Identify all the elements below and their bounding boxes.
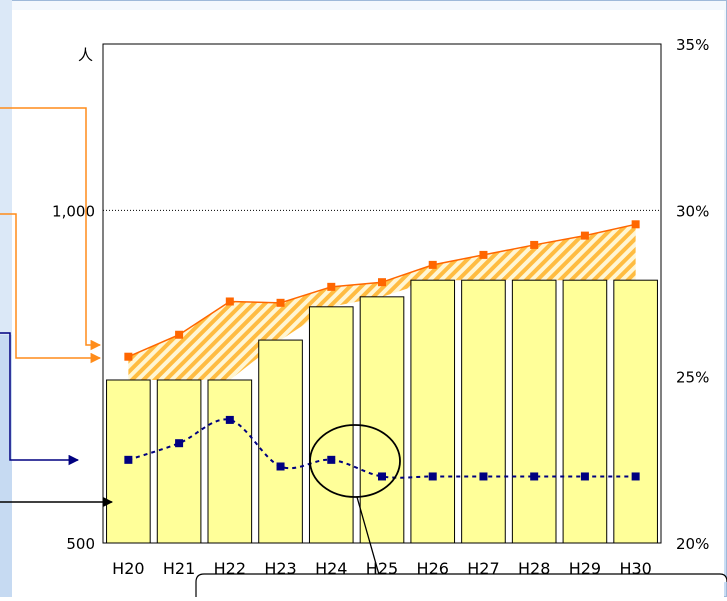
x-tick-label-H28: H28	[518, 559, 550, 578]
left-tick-label-0: 500	[66, 535, 95, 553]
navy-point-H23	[276, 462, 285, 471]
navy-point-H29	[580, 472, 589, 481]
orange-point-H29	[580, 231, 589, 240]
navy-point-H20	[124, 455, 133, 464]
bar-H30	[613, 279, 658, 544]
orange-point-H30	[631, 220, 640, 229]
orange-callout-arrow-upper	[0, 107, 102, 351]
navy-point-H28	[530, 472, 539, 481]
bar-H21	[156, 379, 202, 544]
orange-point-H21	[175, 330, 184, 339]
bar-H26	[410, 279, 456, 544]
navy-callout-arrow	[0, 332, 80, 466]
navy-point-H22	[225, 415, 234, 424]
bar-H22	[207, 379, 253, 544]
bar-H23	[258, 339, 303, 544]
orange-point-H25	[378, 278, 386, 287]
orange-point-H26	[428, 260, 437, 269]
bar-H28	[511, 279, 557, 544]
bar-H27	[461, 279, 506, 544]
bar-H25	[359, 296, 405, 544]
x-tick-label-H23: H23	[264, 559, 296, 578]
right-tick-label-2: 30%	[676, 202, 709, 220]
x-tick-label-H21: H21	[163, 559, 195, 578]
line-series-navy	[128, 418, 636, 479]
x-tick-label-H30: H30	[619, 559, 651, 578]
x-tick-label-H27: H27	[467, 559, 499, 578]
left-axis-unit: 人	[78, 46, 93, 64]
navy-point-H21	[175, 439, 184, 448]
x-tick-label-H25: H25	[366, 559, 398, 578]
left-tick-label-1: 1,000	[52, 202, 95, 220]
bar-H29	[562, 279, 608, 544]
plot-area: 人 500 1,000 20% 25% 30% 35% H20 H21 H22 H23 H24 H25 H…	[52, 36, 709, 578]
orange-point-H22	[225, 297, 234, 306]
x-tick-label-H20: H20	[112, 559, 144, 578]
x-tick-label-H22: H22	[214, 559, 246, 578]
legend-strip-lower	[0, 335, 12, 597]
orange-point-H27	[479, 250, 488, 259]
orange-point-H20	[124, 352, 133, 361]
gap-hatch	[128, 224, 636, 380]
note-box	[195, 573, 727, 597]
navy-point-H27	[479, 472, 488, 481]
orange-point-H23	[276, 298, 285, 307]
navy-point-H25	[378, 472, 386, 481]
right-tick-label-1: 25%	[676, 369, 709, 387]
orange-callout-arrow-lower	[0, 213, 102, 364]
orange-point-H24	[327, 282, 336, 291]
orange-point-H28	[530, 240, 539, 249]
navy-point-H30	[631, 472, 640, 481]
callouts	[0, 107, 727, 597]
right-tick-label-3: 35%	[676, 36, 709, 54]
x-tick-label-H29: H29	[569, 559, 601, 578]
x-tick-label-H24: H24	[315, 559, 347, 578]
navy-point-H26	[428, 472, 437, 481]
navy-point-H24	[327, 455, 336, 464]
right-tick-label-0: 20%	[676, 535, 709, 553]
x-tick-label-H26: H26	[417, 559, 449, 578]
highlight-circle	[309, 424, 401, 498]
